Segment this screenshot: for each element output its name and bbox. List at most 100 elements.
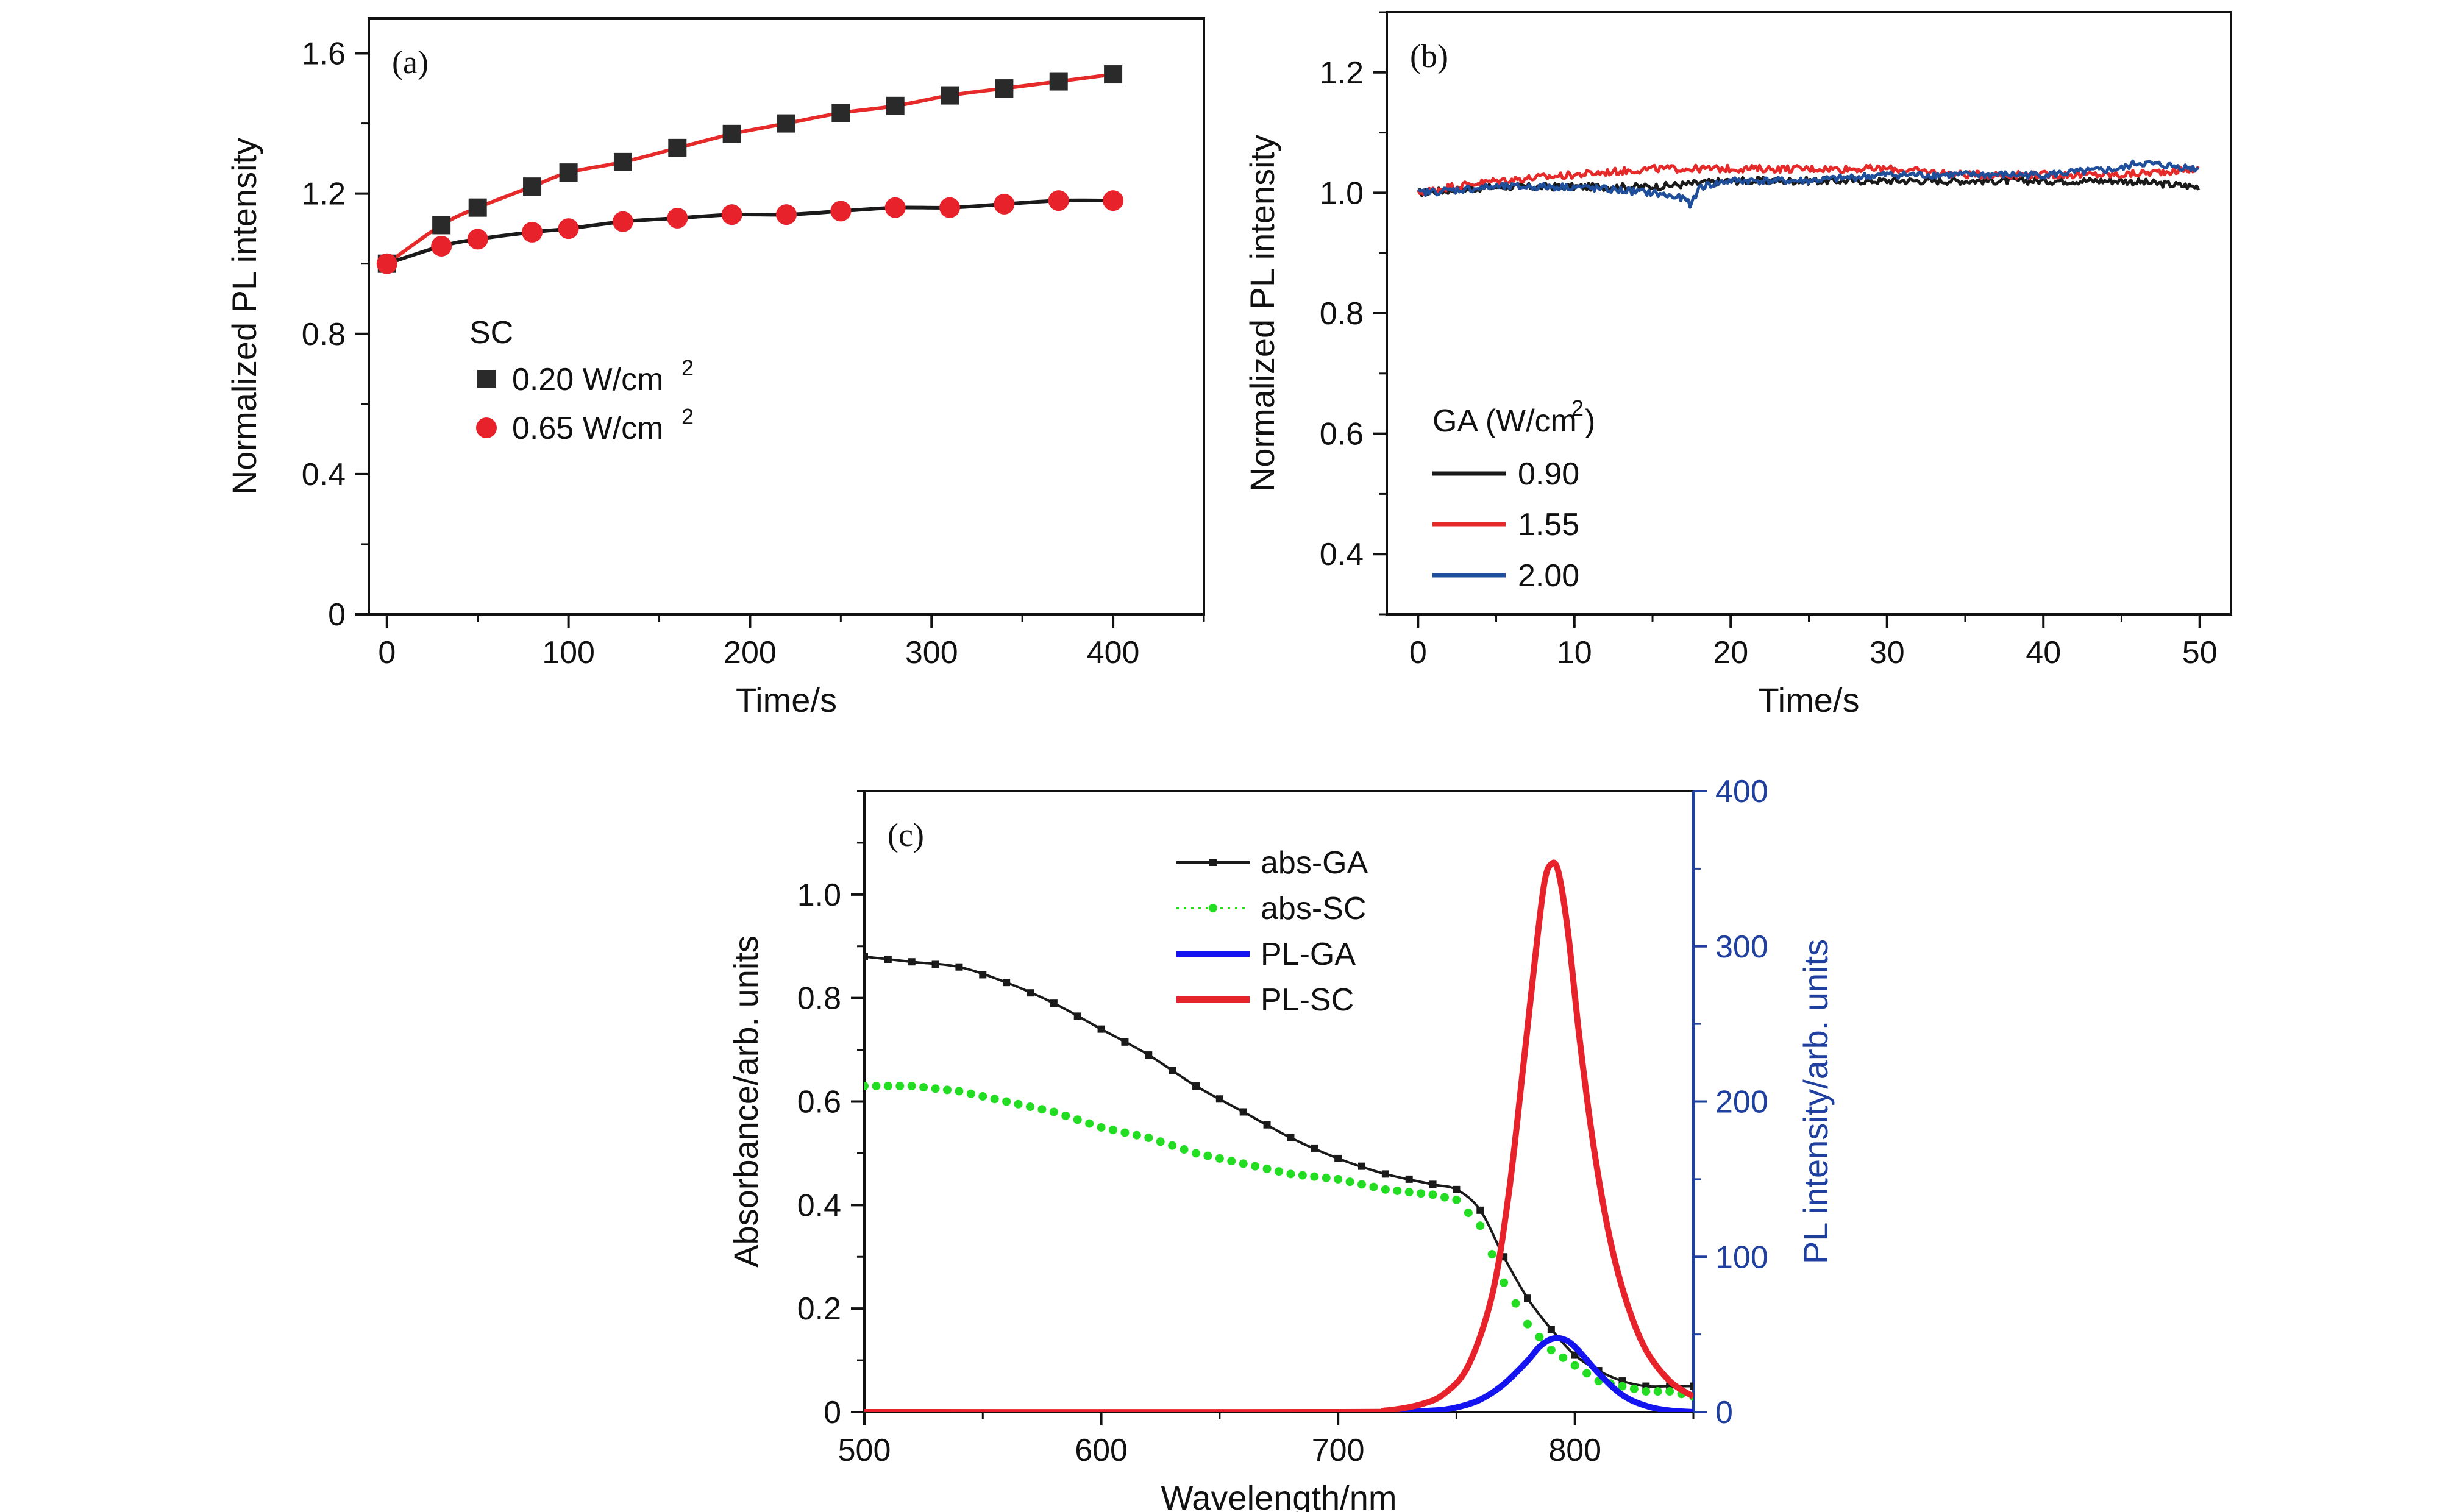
x-tick-label: 30 bbox=[1870, 635, 1905, 670]
panel-c-chart: 500 600 700 800 0 0.2 0.4 0.6 0.8 1.0 Wavelength/n… bbox=[727, 774, 1835, 1512]
series-0-point bbox=[1104, 65, 1123, 84]
series-abs-ga-point bbox=[931, 960, 939, 968]
series-abs-sc-point bbox=[1215, 1154, 1224, 1163]
series-1-point bbox=[612, 211, 633, 232]
legend-label: 2.00 bbox=[1518, 558, 1579, 594]
y-tick-label: 0.8 bbox=[1320, 296, 1364, 332]
series-1-point bbox=[1048, 190, 1069, 211]
series-1-point bbox=[830, 201, 852, 222]
series-abs-sc-point bbox=[1132, 1130, 1141, 1140]
series-abs-sc-point bbox=[1310, 1172, 1319, 1181]
series-abs-sc-point bbox=[943, 1085, 952, 1095]
series-abs-sc-point bbox=[919, 1083, 928, 1092]
series-abs-ga-point bbox=[908, 958, 916, 966]
series-abs-ga-point bbox=[1547, 1326, 1555, 1333]
y-tick-label: 0.6 bbox=[1320, 417, 1364, 452]
series-abs-ga-point bbox=[1192, 1082, 1200, 1090]
series-pl-sc-line bbox=[864, 859, 1693, 1412]
x-tick-label: 40 bbox=[2026, 635, 2061, 670]
legend-label: 0.20 W/cm bbox=[512, 362, 664, 397]
series-abs-sc-point bbox=[978, 1092, 987, 1101]
series-abs-sc-point bbox=[1452, 1195, 1461, 1204]
series-abs-sc-point bbox=[1227, 1157, 1236, 1166]
series-abs-sc-point bbox=[1559, 1353, 1568, 1362]
legend-label-sup: 2 bbox=[681, 355, 694, 380]
series-abs-sc-point bbox=[1251, 1162, 1260, 1171]
plot-frame bbox=[1386, 11, 2232, 616]
series-abs-sc-point bbox=[1653, 1387, 1662, 1396]
series-abs-sc-point bbox=[1393, 1186, 1402, 1195]
series-1-point bbox=[376, 253, 397, 274]
series-1-point bbox=[431, 235, 452, 257]
x-tick-label: 500 bbox=[838, 1433, 891, 1468]
legend-marker-square bbox=[477, 370, 496, 388]
series-abs-sc-point bbox=[1049, 1107, 1058, 1116]
series-abs-sc-point bbox=[931, 1084, 940, 1093]
series-0-point bbox=[831, 104, 850, 122]
series-abs-sc-point bbox=[1417, 1189, 1426, 1198]
series-abs-sc-point bbox=[1262, 1164, 1272, 1173]
series-abs-sc-point bbox=[883, 1082, 892, 1091]
series-abs-sc-point bbox=[1476, 1221, 1485, 1230]
legend-title: GA (W/cm bbox=[1432, 403, 1577, 439]
y-tick-label: 0.8 bbox=[302, 317, 346, 352]
series-abs-sc-point bbox=[1535, 1332, 1544, 1341]
series-abs-sc-point bbox=[955, 1087, 964, 1096]
series-0-point bbox=[523, 177, 542, 196]
legend-label: 0.90 bbox=[1518, 456, 1579, 492]
series-abs-sc-point bbox=[1487, 1250, 1496, 1259]
panel-label: (a) bbox=[392, 44, 429, 80]
series-abs-sc-point bbox=[990, 1095, 999, 1104]
series-2-line bbox=[1417, 159, 2200, 209]
x-tick-label: 0 bbox=[378, 635, 396, 670]
series-1-point bbox=[522, 221, 543, 243]
legend-label-sup: 2 bbox=[681, 404, 694, 429]
series-abs-sc-point bbox=[1546, 1346, 1556, 1355]
plot-area bbox=[864, 859, 1693, 1412]
legend: abs-GA abs-SC PL-GA PL-SC bbox=[1176, 845, 1368, 1018]
series-abs-sc-point bbox=[1334, 1174, 1343, 1184]
series-abs-sc-point bbox=[1642, 1387, 1651, 1396]
series-abs-sc-point bbox=[895, 1082, 905, 1091]
y-axis-label: Normalized PL intensity bbox=[225, 138, 263, 495]
x-tick-label: 0 bbox=[1409, 635, 1427, 670]
legend-marker-abs-ga bbox=[1209, 859, 1217, 866]
series-abs-sc-point bbox=[1120, 1128, 1130, 1137]
x-axis-label: Time/s bbox=[1759, 681, 1860, 719]
legend-title-end: ) bbox=[1585, 403, 1595, 439]
series-abs-ga-point bbox=[1690, 1382, 1693, 1390]
series-abs-sc-point bbox=[1002, 1097, 1011, 1106]
series-1-point bbox=[776, 204, 797, 225]
series-1-point bbox=[467, 229, 488, 250]
series-abs-sc-point bbox=[1511, 1299, 1520, 1308]
series-abs-sc-point bbox=[1523, 1319, 1532, 1329]
series-0-point bbox=[668, 138, 687, 157]
series-1-line bbox=[1417, 163, 2200, 196]
series-0-point bbox=[613, 152, 632, 171]
series-1-point bbox=[1103, 190, 1124, 211]
series-abs-sc-point bbox=[1144, 1133, 1153, 1142]
series-0-point bbox=[722, 124, 741, 143]
y-axis-label: Normalized PL intensity bbox=[1243, 135, 1281, 492]
series-1-point bbox=[667, 207, 688, 229]
y-tick-label: 1.2 bbox=[302, 177, 346, 212]
y-tick-label: 0.4 bbox=[1320, 537, 1364, 572]
series-abs-ga-point bbox=[1524, 1294, 1531, 1302]
legend-label: PL-SC bbox=[1261, 982, 1354, 1018]
series-abs-sc-point bbox=[1582, 1369, 1592, 1378]
right-y-tick-label: 100 bbox=[1715, 1240, 1768, 1275]
y-tick-label: 0.4 bbox=[797, 1188, 841, 1223]
series-abs-ga-point bbox=[1429, 1180, 1437, 1188]
series-abs-ga-point bbox=[955, 963, 963, 971]
right-y-tick-label: 400 bbox=[1715, 774, 1768, 809]
series-pl-ga-line bbox=[1338, 1335, 1693, 1412]
series-abs-ga-point bbox=[1097, 1025, 1105, 1033]
y-tick-label: 0.8 bbox=[797, 981, 841, 1017]
series-abs-ga-point bbox=[1476, 1206, 1484, 1214]
y-tick-label: 1.6 bbox=[302, 37, 346, 72]
y-tick-label: 0.6 bbox=[797, 1085, 841, 1120]
legend: SC 0.20 W/cm 2 0.65 W/cm 2 bbox=[469, 315, 694, 446]
series-abs-sc-point bbox=[1168, 1141, 1177, 1150]
series-abs-ga-point bbox=[1169, 1067, 1176, 1074]
